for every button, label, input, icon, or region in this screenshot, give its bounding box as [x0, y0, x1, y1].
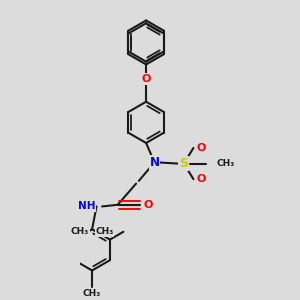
Text: S: S [179, 157, 188, 170]
Text: CH₃: CH₃ [216, 159, 235, 168]
Text: NH: NH [78, 201, 95, 212]
Text: CH₃: CH₃ [83, 290, 101, 298]
Text: CH₃: CH₃ [71, 227, 89, 236]
Text: O: O [196, 143, 206, 153]
Text: O: O [196, 174, 206, 184]
Text: N: N [149, 156, 160, 169]
Text: CH₃: CH₃ [95, 227, 113, 236]
Text: O: O [141, 74, 151, 84]
Text: O: O [144, 200, 153, 210]
